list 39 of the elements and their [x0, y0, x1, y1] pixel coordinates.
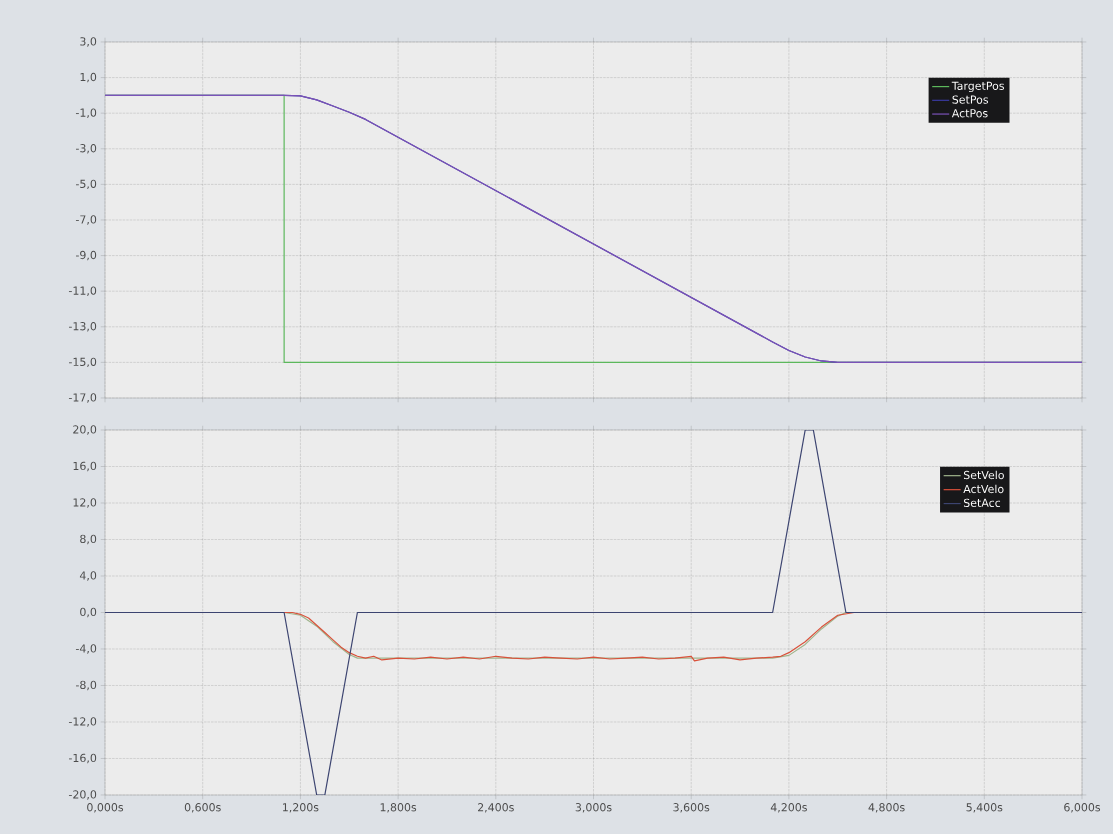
y-tick-label: -5,0: [75, 179, 97, 190]
x-tick-label: 1,200s: [283, 803, 319, 813]
y-tick-label: -15,0: [68, 357, 97, 368]
y-tick-label: -16,0: [68, 753, 97, 764]
x-tick-label: 1,800s: [380, 803, 417, 813]
x-tick-label: 0,600s: [184, 803, 221, 813]
y-tick-label: 12,0: [73, 498, 97, 508]
y-tick-label: -20,0: [68, 790, 97, 800]
legend-label: ActPos: [951, 109, 988, 118]
y-tick-label: -1,0: [75, 108, 97, 118]
y-tick-label: 0,0: [80, 607, 97, 618]
y-tick-label: -12,0: [68, 717, 97, 727]
y-tick-label: -17,0: [68, 393, 97, 403]
legend-label: TargetPos: [951, 81, 1004, 93]
y-tick-label: -3,0: [75, 144, 97, 154]
y-tick-label: -11,0: [68, 286, 97, 296]
x-tick-label: 5,400s: [966, 803, 1003, 813]
y-tick-label: 4,0: [79, 571, 97, 581]
x-tick-label: 2,400s: [478, 803, 514, 813]
y-tick-label: -13,0: [68, 322, 97, 332]
x-tick-label: 0,000s: [87, 803, 124, 813]
y-tick-label: -7,0: [75, 215, 97, 225]
y-tick-label: 1,0: [80, 72, 97, 83]
x-tick-label: 3,600s: [673, 803, 710, 813]
y-tick-label: 20,0: [73, 425, 97, 435]
legend-label: SetAcc: [963, 498, 1001, 507]
x-tick-label: 3,000s: [575, 803, 612, 813]
legend-label: ActVelo: [963, 484, 1004, 494]
legend-label: SetVelo: [963, 470, 1004, 480]
x-tick-label: 4,800s: [868, 803, 905, 813]
y-tick-label: -9,0: [75, 250, 97, 261]
y-tick-label: 16,0: [73, 461, 97, 472]
y-tick-label: 3,0: [80, 37, 97, 47]
y-tick-label: 8,0: [80, 534, 97, 545]
y-tick-label: -8,0: [75, 680, 97, 691]
x-tick-label: 4,200s: [770, 803, 807, 813]
y-tick-label: -4,0: [75, 644, 97, 654]
x-tick-label: 6,000s: [1064, 803, 1101, 813]
legend-label: SetPos: [952, 95, 989, 104]
